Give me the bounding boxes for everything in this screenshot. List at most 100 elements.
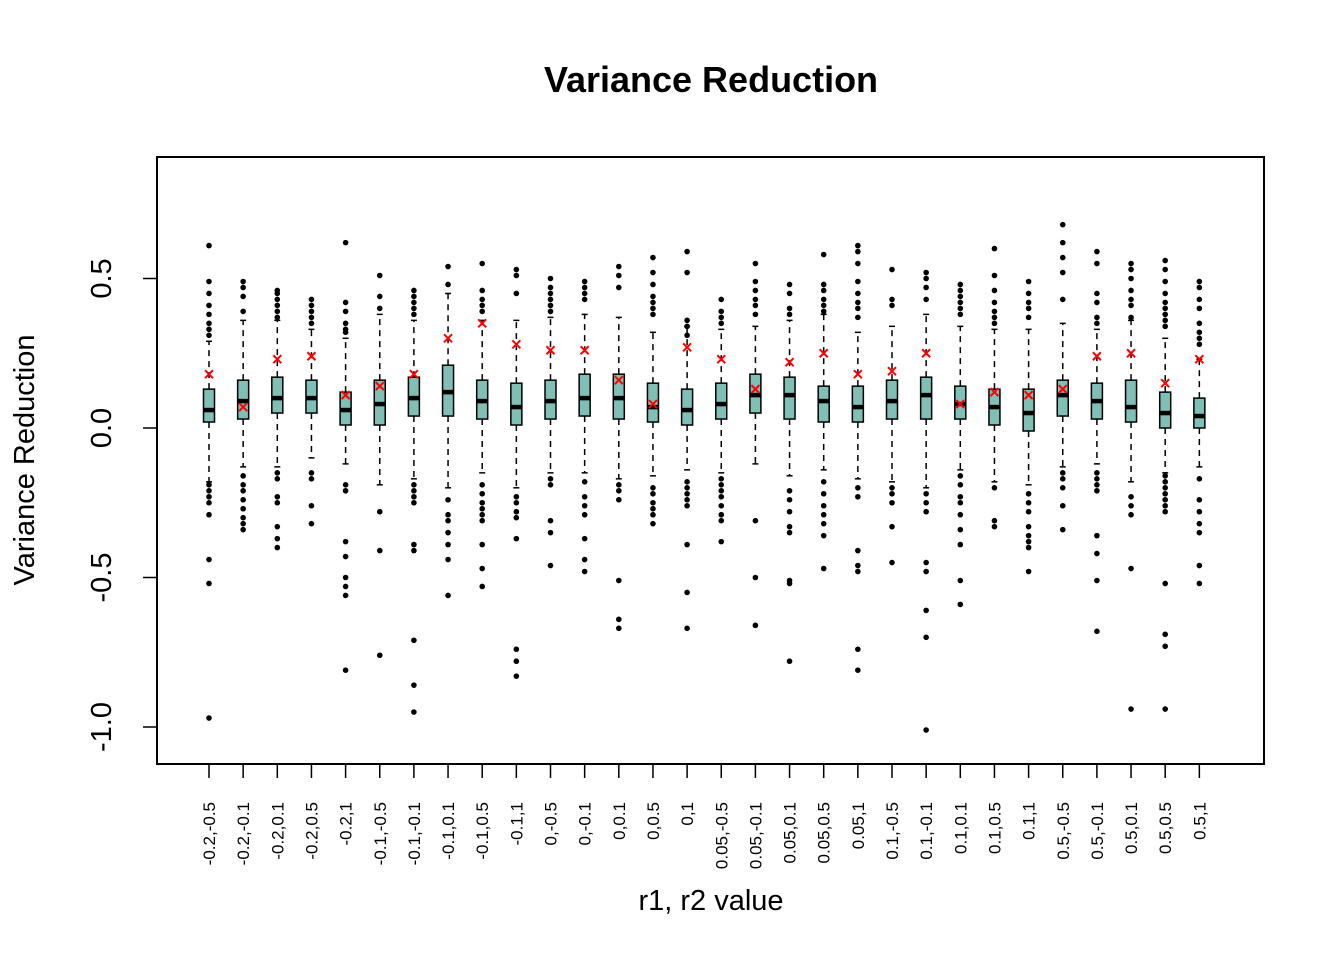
outlier-point <box>1025 490 1032 497</box>
outlier-point <box>1162 508 1168 515</box>
x-axis-label: r1, r2 value <box>638 885 783 917</box>
outlier-point <box>786 580 793 587</box>
outlier-point <box>445 592 451 599</box>
outlier-point <box>581 479 588 485</box>
box--0.2,0.5 <box>305 296 318 527</box>
outlier-point <box>308 296 315 303</box>
outlier-point <box>718 493 725 500</box>
outlier-point <box>957 287 964 294</box>
mean-marker <box>955 399 966 409</box>
outlier-point <box>923 269 929 276</box>
outlier-point <box>1128 502 1134 509</box>
x-tick-label: 0.5,-0.5 <box>1054 802 1073 860</box>
outlier-point <box>1059 485 1066 491</box>
outlier-point <box>206 482 212 488</box>
x-tick-label: 0.05,-0.1 <box>746 802 765 869</box>
mean-marker <box>1126 348 1136 358</box>
outlier-point <box>684 502 690 509</box>
outlier-point <box>206 511 212 518</box>
outlier-point <box>991 517 998 524</box>
box-0,-0.1 <box>578 278 591 575</box>
outlier-point <box>479 505 486 512</box>
outlier-point <box>923 284 929 291</box>
outlier-point <box>240 520 246 527</box>
outlier-point <box>479 511 486 518</box>
outlier-point <box>991 245 998 252</box>
outlier-point <box>752 311 759 318</box>
outlier-point <box>342 538 349 545</box>
outlier-point <box>547 302 554 309</box>
outlier-point <box>650 485 656 491</box>
mean-marker <box>1058 384 1068 394</box>
outlier-point <box>1059 502 1066 509</box>
mean-marker <box>750 384 761 394</box>
x-tick-label: -0.1,0.1 <box>439 802 458 860</box>
outlier-point <box>1196 296 1203 303</box>
outlier-point <box>1025 290 1032 297</box>
iqr-box <box>510 382 523 426</box>
box-0,1 <box>680 248 694 632</box>
outlier-point <box>820 511 827 518</box>
outlier-point <box>1196 580 1203 587</box>
outlier-point <box>206 311 212 318</box>
outlier-point <box>411 637 417 644</box>
box-0.5,0.5 <box>1158 257 1172 712</box>
mean-marker <box>818 348 829 358</box>
boxplot-series <box>202 221 1206 733</box>
outlier-point <box>957 526 964 533</box>
mean-marker <box>409 369 419 379</box>
iqr-box <box>680 388 694 426</box>
y-tick-label: -0.5 <box>86 553 118 603</box>
outlier-point <box>1094 487 1100 494</box>
outlier-point <box>1162 496 1168 503</box>
outlier-point <box>342 320 349 327</box>
outlier-point <box>684 485 690 491</box>
outlier-point <box>889 490 895 497</box>
outlier-point <box>206 290 212 297</box>
outlier-point <box>991 287 998 294</box>
outlier-point <box>820 502 827 509</box>
chart-title: Variance Reduction <box>544 59 878 100</box>
outlier-point <box>206 487 212 494</box>
outlier-point <box>991 314 998 321</box>
outlier-point <box>411 487 417 494</box>
mean-marker <box>340 390 351 400</box>
outlier-point <box>855 493 861 500</box>
outlier-point <box>240 284 246 291</box>
outlier-point <box>820 532 827 539</box>
outlier-point <box>376 547 383 554</box>
iqr-box <box>271 376 284 414</box>
outlier-point <box>1162 502 1168 509</box>
outlier-point <box>581 284 588 291</box>
outlier-point <box>1094 628 1100 635</box>
outlier-point <box>513 499 520 506</box>
box-0.05,0.1 <box>783 281 796 665</box>
iqr-box <box>1158 391 1172 429</box>
outlier-point <box>308 308 315 315</box>
x-tick-label: 0,0.1 <box>610 802 629 840</box>
x-tick-label: 0.1,1 <box>1020 802 1039 840</box>
outlier-point <box>1196 320 1203 327</box>
outlier-point <box>684 496 690 503</box>
outlier-point <box>923 490 929 497</box>
outlier-point <box>1162 631 1168 638</box>
outlier-point <box>1128 260 1134 267</box>
outlier-point <box>274 523 281 530</box>
outlier-point <box>479 541 486 548</box>
outlier-point <box>684 323 690 330</box>
outlier-point <box>581 296 588 303</box>
outlier-point <box>1162 479 1168 485</box>
x-tick-label: 0.1,0.5 <box>985 802 1004 854</box>
outlier-point <box>547 476 554 482</box>
x-tick-label: -0.1,-0.5 <box>371 802 390 865</box>
outlier-point <box>616 625 622 632</box>
outlier-point <box>206 499 212 506</box>
outlier-point <box>1094 248 1100 255</box>
outlier-point <box>1059 239 1066 246</box>
outlier-point <box>889 559 895 566</box>
iqr-box <box>715 382 728 420</box>
outlier-point <box>1025 499 1032 506</box>
outlier-point <box>445 281 451 288</box>
outlier-point <box>786 496 793 503</box>
outlier-point <box>513 673 520 679</box>
